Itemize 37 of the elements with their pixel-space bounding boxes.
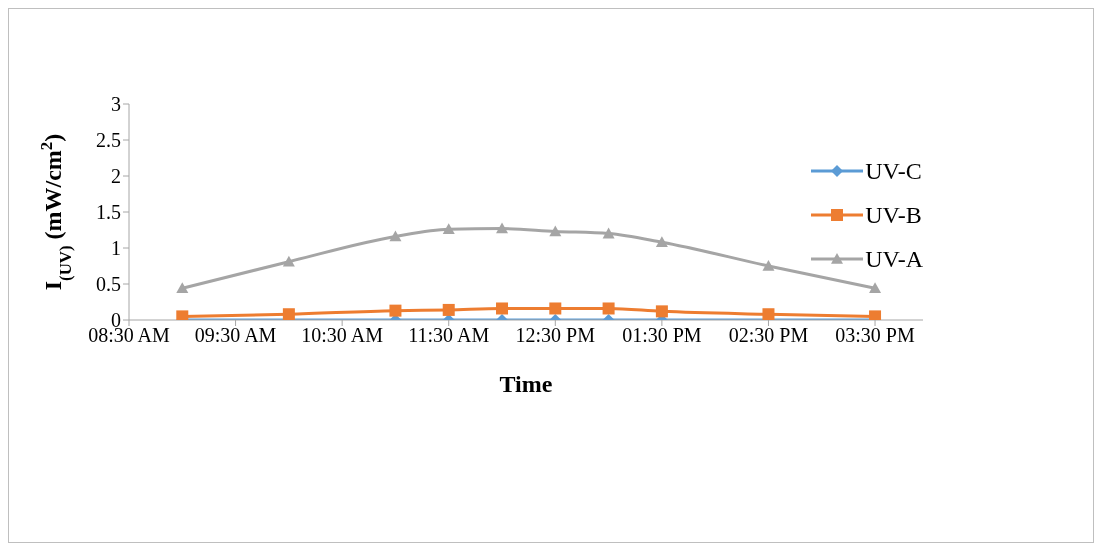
point — [176, 282, 189, 294]
point — [655, 305, 668, 318]
point — [762, 308, 775, 320]
legend-label: UV-C — [865, 157, 922, 185]
point — [602, 302, 615, 315]
legend-label: UV-A — [865, 245, 923, 273]
point — [549, 225, 562, 237]
point — [869, 310, 882, 320]
y-tick-label: 2.5 — [96, 129, 121, 152]
point — [602, 227, 615, 239]
y-tick-label: 3 — [111, 93, 121, 116]
y-tick-label: 1 — [111, 237, 121, 260]
x-tick-label: 10:30 AM — [301, 324, 384, 347]
x-tick-label: 01:30 PM — [622, 324, 702, 347]
y-tick-label: 2 — [111, 165, 121, 188]
x-tick-label: 12:30 PM — [515, 324, 596, 347]
point — [389, 230, 402, 242]
point — [496, 302, 509, 315]
point — [549, 302, 562, 315]
point — [282, 255, 295, 267]
point — [176, 310, 189, 320]
point — [762, 260, 775, 271]
legend-label: UV-B — [865, 201, 922, 229]
point — [496, 222, 509, 234]
point — [389, 304, 402, 317]
x-axis-title: Time — [499, 371, 553, 397]
y-tick-label: 0.5 — [96, 273, 121, 296]
point — [442, 303, 455, 316]
point — [282, 308, 295, 320]
x-tick-label: 09:30 AM — [194, 324, 277, 347]
x-tick-label: 11:30 AM — [408, 324, 490, 347]
point — [655, 236, 668, 248]
x-tick-label: 02:30 PM — [728, 324, 809, 347]
point — [442, 223, 455, 235]
y-tick-label: 1.5 — [96, 201, 121, 224]
x-tick-label: 03:30 PM — [835, 324, 915, 347]
point — [869, 282, 882, 294]
